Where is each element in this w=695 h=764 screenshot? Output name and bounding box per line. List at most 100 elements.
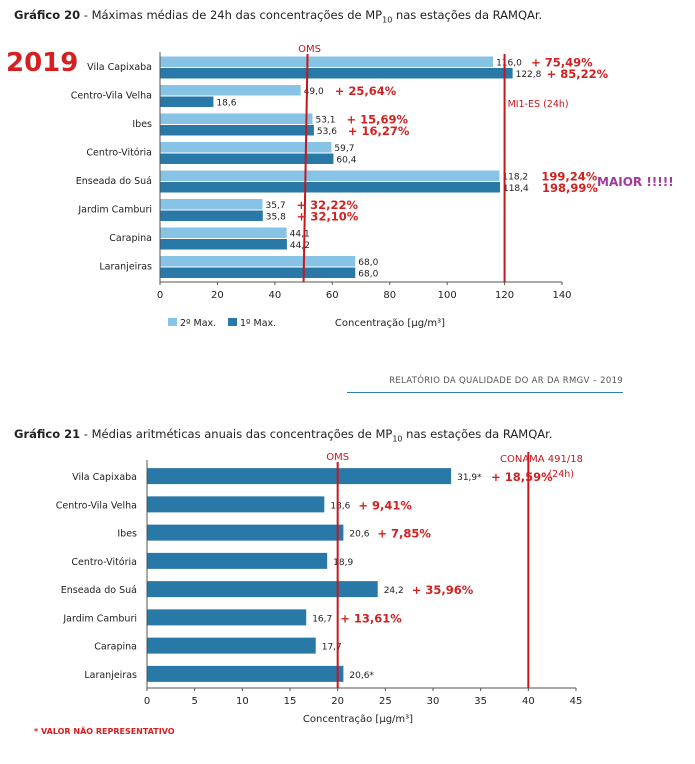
chart21-bar-enseada-do-sua [147, 581, 378, 598]
x-tick-label-0: 0 [157, 290, 163, 301]
chart21-x-tick-label-35: 35 [474, 696, 487, 707]
chart21-conama-24h-label: (24h) [548, 469, 574, 480]
data-label-1-max-laranjeiras: 68,0 [358, 270, 378, 280]
legend-label-1-max: 1º Max. [240, 318, 276, 329]
chart21-bar-carapina [147, 637, 316, 654]
chart21-data-label-enseada-do-sua: 24,2 [384, 586, 404, 596]
chart21-x-tick-label-40: 40 [522, 696, 535, 707]
bar-2-max-vila-capixaba [160, 56, 494, 67]
bar-1-max-jardim-camburi [160, 210, 263, 221]
annotation-ibes-2-max: + 15,69% [346, 113, 408, 127]
chart21-annotation-ibes: + 7,85% [377, 527, 431, 541]
chart21-oms-label: OMS [326, 452, 349, 463]
oms-reference-line [302, 53, 309, 283]
data-label-2-max-enseada-do-sua: 118,2 [502, 173, 528, 183]
chart20-title: Gráfico 20 - Máximas médias de 24h das c… [14, 8, 543, 25]
bar-2-max-enseada-do-sua [160, 170, 500, 181]
footnote: * VALOR NÃO REPRESENTATIVO [34, 727, 175, 736]
x-tick-label-120: 120 [495, 290, 514, 301]
legend-swatch-2-max [168, 318, 177, 326]
report-divider [347, 392, 623, 393]
bar-2-max-ibes [160, 113, 313, 124]
chart21-annotation-enseada-do-sua: + 35,96% [412, 583, 474, 597]
annotation-vila-capixaba-1-max: + 85,22% [547, 67, 609, 81]
chart21-category-label-enseada-do-sua: Enseada do Suá [61, 585, 137, 596]
chart21-category-label-laranjeiras: Laranjeiras [84, 670, 137, 681]
chart21-annotation-centro-vila-velha: + 9,41% [358, 498, 412, 512]
chart21-x-tick-label-45: 45 [570, 696, 583, 707]
x-tick-label-80: 80 [383, 290, 396, 301]
chart21-bar-vila-capixaba [147, 468, 452, 485]
chart21-x-tick-label-5: 5 [191, 696, 197, 707]
category-label-ibes: Ibes [132, 119, 152, 130]
chart21-data-label-jardim-camburi: 16,7 [312, 614, 332, 624]
data-label-2-max-ibes: 53,1 [315, 116, 335, 126]
chart21-bar-centro-vila-velha [147, 496, 325, 513]
chart21-data-label-vila-capixaba: 31,9* [457, 473, 482, 483]
data-label-2-max-centro-vitoria: 59,7 [334, 144, 354, 154]
chart21-category-label-centro-vitoria: Centro-Vitória [71, 557, 137, 568]
bar-2-max-laranjeiras [160, 256, 356, 267]
category-label-centro-vila-velha: Centro-Vila Velha [71, 91, 152, 102]
bar-2-max-carapina [160, 227, 287, 238]
year-label: 2019 [6, 48, 79, 78]
chart21-category-label-ibes: Ibes [117, 529, 137, 540]
category-label-laranjeiras: Laranjeiras [99, 262, 152, 273]
chart21-bar-laranjeiras [147, 665, 344, 682]
chart21-bar-centro-vitoria [147, 552, 328, 569]
annotation-vila-capixaba-2-max: + 75,49% [531, 56, 593, 70]
data-label-1-max-centro-vila-velha: 18,6 [216, 99, 236, 109]
chart21-x-tick-label-15: 15 [284, 696, 297, 707]
x-axis-title: Concentração [µg/m³] [335, 318, 445, 329]
category-label-jardim-camburi: Jardim Camburi [77, 205, 152, 216]
report-header: RELATÓRIO DA QUALIDADE DO AR DA RMGV – 2… [389, 376, 623, 386]
chart21-annotation-jardim-camburi: + 13,61% [340, 611, 402, 625]
bar-2-max-centro-vitoria [160, 142, 332, 153]
chart21-annotation-vila-capixaba: + 18,59% [491, 470, 553, 484]
chart21-category-label-centro-vila-velha: Centro-Vila Velha [56, 500, 137, 511]
data-label-1-max-enseada-do-sua: 118,4 [503, 184, 529, 194]
data-label-1-max-carapina: 44,2 [290, 241, 310, 251]
bar-1-max-vila-capixaba [160, 68, 513, 79]
data-label-2-max-carapina: 44,1 [290, 230, 310, 240]
chart21-x-tick-label-0: 0 [144, 696, 150, 707]
chart21-bar-ibes [147, 524, 344, 541]
chart21-x-tick-label-25: 25 [379, 696, 392, 707]
category-label-carapina: Carapina [109, 233, 152, 244]
legend-label-2-max: 2º Max. [180, 318, 216, 329]
annotation-centro-vila-velha-2-max: + 25,64% [335, 84, 397, 98]
bar-1-max-enseada-do-sua [160, 182, 500, 193]
data-label-2-max-jardim-camburi: 35,7 [266, 201, 286, 211]
x-tick-label-40: 40 [268, 290, 281, 301]
maior-label: MAIOR !!!!! [597, 175, 674, 189]
bar-2-max-centro-vila-velha [160, 85, 301, 96]
chart21-data-label-centro-vitoria: 18,9 [333, 558, 353, 568]
chart21-conama-label: CONAMA 491/18 [500, 454, 583, 465]
category-label-enseada-do-sua: Enseada do Suá [76, 176, 152, 187]
annotation-jardim-camburi-1-max: + 32,10% [297, 210, 359, 224]
bar-2-max-jardim-camburi [160, 199, 263, 210]
category-label-vila-capixaba: Vila Capixaba [87, 62, 152, 73]
x-tick-label-100: 100 [438, 290, 457, 301]
chart21-data-label-centro-vila-velha: 18,6 [330, 501, 350, 511]
data-label-1-max-vila-capixaba: 122,8 [516, 70, 542, 80]
chart21-x-tick-label-30: 30 [427, 696, 440, 707]
chart21-data-label-ibes: 20,6 [349, 530, 369, 540]
legend-swatch-1-max [228, 318, 237, 326]
annotation-enseada-do-sua-2-max: 199,24% [541, 170, 597, 184]
data-label-1-max-ibes: 53,6 [317, 127, 337, 137]
chart21-category-label-jardim-camburi: Jardim Camburi [62, 613, 137, 624]
x-tick-label-20: 20 [211, 290, 224, 301]
chart21-title: Gráfico 21 - Médias aritméticas anuais d… [14, 427, 553, 444]
data-label-2-max-centro-vila-velha: 49,0 [304, 87, 324, 97]
data-label-2-max-vila-capixaba: 116,0 [496, 59, 522, 69]
annotation-jardim-camburi-2-max: + 32,22% [297, 198, 359, 212]
oms-label: OMS [298, 44, 321, 55]
annotation-ibes-1-max: + 16,27% [348, 124, 410, 138]
x-tick-label-140: 140 [552, 290, 571, 301]
data-label-2-max-laranjeiras: 68,0 [358, 258, 378, 268]
bar-1-max-ibes [160, 125, 314, 136]
bar-1-max-carapina [160, 239, 287, 250]
